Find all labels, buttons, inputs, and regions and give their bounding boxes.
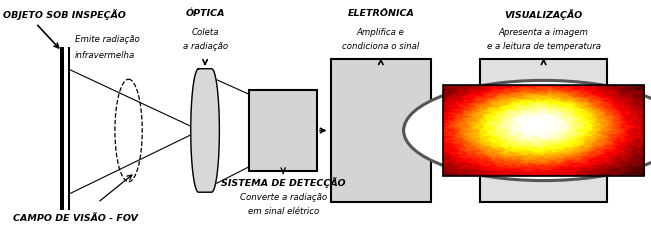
- Text: VISUALIZAÇÃO: VISUALIZAÇÃO: [505, 9, 583, 20]
- Text: ÓPTICA: ÓPTICA: [186, 9, 225, 18]
- Bar: [331, 59, 431, 202]
- Text: Coleta: Coleta: [191, 28, 219, 37]
- Text: Apresenta a imagem: Apresenta a imagem: [499, 28, 589, 37]
- Text: ELETRÔNICA: ELETRÔNICA: [348, 9, 414, 18]
- Text: e a leitura de temperatura: e a leitura de temperatura: [486, 42, 601, 51]
- Text: Amplifica e: Amplifica e: [357, 28, 405, 37]
- Text: SISTEMA DE DETECÇÃO: SISTEMA DE DETECÇÃO: [221, 177, 346, 188]
- Text: infravermelha: infravermelha: [75, 51, 135, 60]
- Bar: [443, 85, 644, 176]
- Circle shape: [404, 80, 651, 181]
- Polygon shape: [191, 69, 219, 192]
- Text: Converte a radiação: Converte a radiação: [240, 193, 327, 202]
- Bar: [64, 47, 68, 210]
- Text: OBJETO SOB INSPEÇÃO: OBJETO SOB INSPEÇÃO: [3, 9, 126, 20]
- Bar: [249, 90, 317, 171]
- Bar: [60, 47, 70, 210]
- Text: CAMPO DE VISÃO - FOV: CAMPO DE VISÃO - FOV: [13, 214, 138, 223]
- Bar: [480, 59, 607, 202]
- Text: condiciona o sinal: condiciona o sinal: [342, 42, 419, 51]
- Text: a radiação: a radiação: [182, 42, 228, 51]
- Text: em sinal elétrico: em sinal elétrico: [247, 207, 319, 216]
- Text: Emite radiação: Emite radiação: [75, 35, 139, 44]
